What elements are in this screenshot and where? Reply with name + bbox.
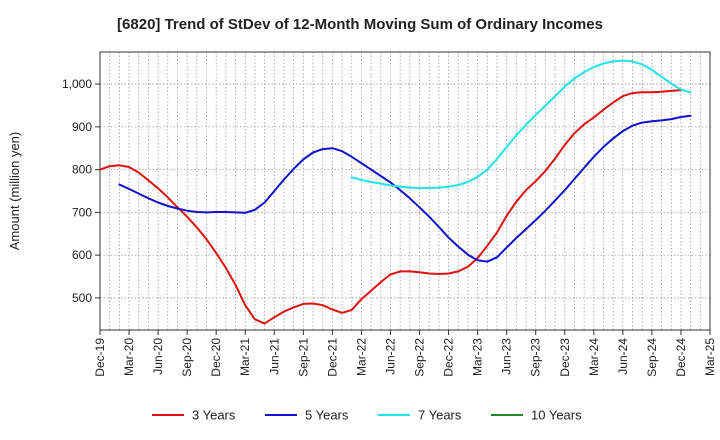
legend-item: 10 Years: [491, 408, 582, 423]
x-tick-label: Dec-24: [674, 338, 688, 377]
y-tick-label: 800: [72, 163, 92, 177]
x-axis: Dec-19 Mar-20 Jun-20 Sep-20 Dec-20 Mar-21 Jun-…: [93, 330, 717, 377]
x-tick-label: Mar-22: [354, 338, 368, 376]
x-tick-label: Sep-22: [413, 338, 427, 377]
x-tick-label: Sep-23: [529, 338, 543, 377]
y-tick-label: 1,000: [62, 77, 92, 91]
series-layer: [99, 59, 692, 325]
x-tick-label: Dec-22: [442, 338, 456, 377]
y-axis-label: Amount (million yen): [7, 132, 22, 251]
legend-item: 5 Years: [265, 408, 349, 423]
x-tick-label: Jun-20: [151, 338, 165, 375]
x-tick-label: Mar-25: [703, 338, 717, 376]
y-tick-label: 600: [72, 248, 92, 262]
legend-label: 10 Years: [531, 408, 582, 423]
x-tick-label: Jun-21: [267, 338, 281, 375]
series-line-3-years: [99, 89, 682, 325]
y-tick-label: 700: [72, 205, 92, 219]
y-tick-label: 500: [72, 291, 92, 305]
x-tick-label: Mar-24: [587, 338, 601, 376]
x-tick-label: Mar-20: [122, 338, 136, 376]
series-line-5-years: [118, 114, 692, 263]
legend-label: 5 Years: [305, 408, 349, 423]
x-tick-label: Dec-20: [209, 338, 223, 377]
legend-item: 7 Years: [378, 408, 462, 423]
y-axis: 500 600 700 800 900 1,000: [62, 77, 100, 305]
legend-item: 3 Years: [152, 408, 236, 423]
legend-label: 7 Years: [418, 408, 462, 423]
x-tick-label: Mar-21: [238, 338, 252, 376]
x-tick-label: Jun-24: [616, 338, 630, 375]
series-line-7-years: [350, 59, 692, 189]
x-tick-label: Sep-24: [645, 338, 659, 377]
legend: 3 Years 5 Years 7 Years 10 Years: [152, 408, 582, 423]
x-tick-label: Dec-21: [325, 338, 339, 377]
x-tick-label: Dec-19: [93, 338, 107, 377]
chart-title: [6820] Trend of StDev of 12-Month Moving…: [117, 16, 603, 33]
x-tick-label: Jun-22: [383, 338, 397, 375]
x-tick-label: Sep-21: [296, 338, 310, 377]
x-tick-label: Mar-23: [471, 338, 485, 376]
x-tick-label: Jun-23: [500, 338, 514, 375]
y-tick-label: 900: [72, 120, 92, 134]
x-tick-label: Sep-20: [180, 338, 194, 377]
grid-layer: [100, 52, 710, 330]
legend-label: 3 Years: [192, 408, 236, 423]
plot-frame: [99, 51, 711, 331]
x-tick-label: Dec-23: [558, 338, 572, 377]
